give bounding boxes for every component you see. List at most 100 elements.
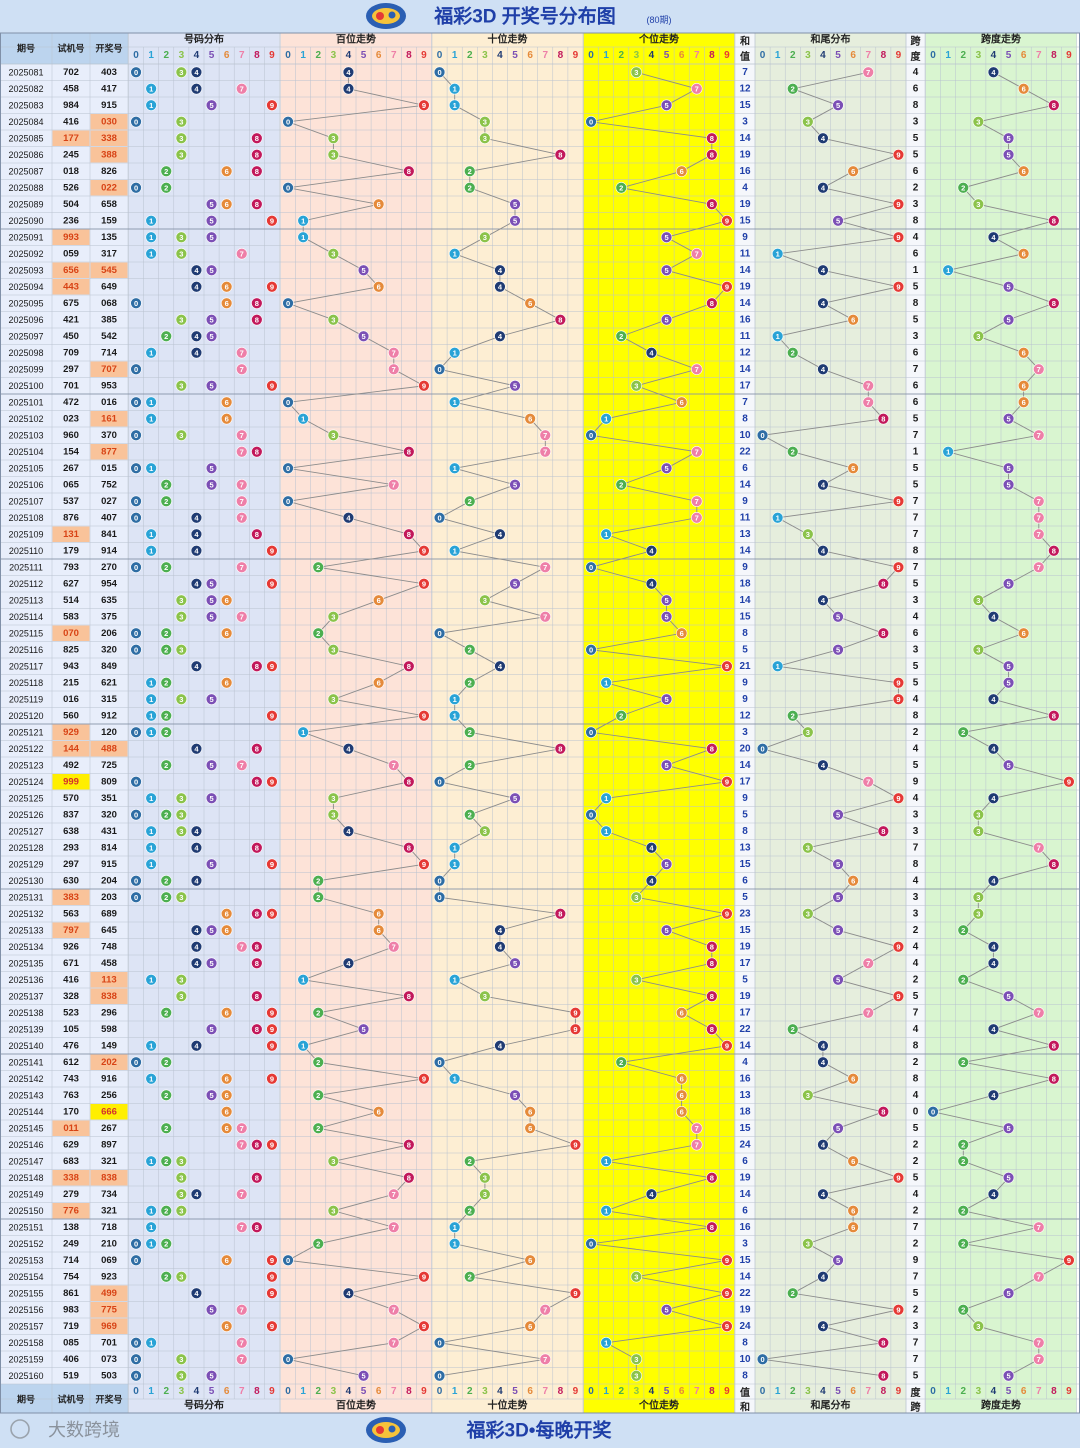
dist-ball-digit: 5 [209, 217, 213, 226]
test-number-cell: 236 [63, 215, 79, 226]
test-cell-highlight [52, 262, 90, 278]
test-number-cell: 450 [63, 331, 79, 342]
bai-ball-digit: 0 [286, 497, 290, 506]
span-value-cell: 9 [913, 776, 919, 787]
ge-ball-digit: 5 [664, 596, 668, 605]
span-value-cell: 3 [913, 199, 919, 210]
bai-ball-digit: 4 [346, 514, 351, 523]
ge-ball-digit: 3 [634, 382, 638, 391]
dist-ball-circle [205, 1304, 218, 1316]
tail-ball-digit: 6 [851, 1157, 855, 1166]
shi-ball-digit: 7 [543, 431, 547, 440]
dist-ball-circle [236, 446, 248, 458]
tail-ball-circle [877, 627, 890, 639]
bai-ball: 3 [327, 693, 340, 705]
dist-ball: 9 [266, 1007, 278, 1019]
span-ball: 5 [1002, 314, 1015, 326]
bai-ball-digit: 0 [286, 299, 290, 308]
dist-ball-digit: 5 [209, 1091, 213, 1100]
dist-ball-circle [220, 627, 233, 639]
dist-ball-circle [220, 413, 233, 425]
dist-ball: 1 [145, 99, 157, 111]
digit-header: 8 [1051, 1386, 1057, 1397]
ge-ball-digit: 9 [725, 217, 729, 226]
bai-ball-circle [357, 330, 370, 342]
bai-ball: 3 [327, 809, 340, 821]
test-number-cell: 612 [63, 1057, 79, 1068]
dist-ball-digit: 5 [209, 332, 213, 341]
shi-ball: 1 [448, 974, 461, 986]
draw-cell-highlight [90, 1054, 128, 1070]
tail-ball: 8 [877, 825, 890, 837]
draw-number-cell: 849 [101, 661, 117, 672]
ge-ball-digit: 1 [604, 679, 608, 688]
test-cell-highlight [52, 1120, 90, 1136]
test-number-cell: 702 [63, 67, 79, 78]
shi-ball: 3 [479, 231, 491, 243]
span-ball: 3 [972, 644, 985, 656]
dist-ball: 1 [145, 1205, 157, 1217]
digit-header: 6 [527, 50, 533, 61]
bai-ball: 7 [388, 1304, 400, 1316]
dist-ball: 5 [205, 611, 218, 623]
bai-ball-circle [388, 759, 400, 771]
span-ball: 4 [987, 792, 1000, 804]
shi-ball-circle [524, 1320, 536, 1332]
bai-ball-digit: 9 [422, 1273, 426, 1282]
dist-ball: 1 [145, 1155, 157, 1167]
table-row: 2025123 492 725 72 5 7 2 5 14 4 5 5 [8, 759, 1015, 771]
digit-header: 7 [391, 1386, 397, 1397]
bai-ball: 5 [357, 330, 370, 342]
sum-value-cell: 19 [739, 149, 751, 160]
span-ball: 5 [1002, 660, 1015, 672]
table-row: 2025130 630 204 20 4 2 0 4 6 6 4 4 [8, 875, 1000, 887]
dist-ball-circle [266, 545, 278, 557]
shi-ball-circle [479, 132, 491, 144]
dist-ball-circle [205, 264, 218, 276]
ge-ball-digit: 2 [619, 332, 623, 341]
bai-ball: 4 [342, 825, 355, 837]
dist-ball-circle [175, 380, 188, 392]
shi-ball-digit: 4 [498, 530, 503, 539]
span-ball: 7 [1033, 1337, 1045, 1349]
shi-ball-circle [539, 1304, 551, 1316]
ge-ball-circle [675, 1106, 688, 1118]
issue-cell: 2025113 [9, 595, 43, 605]
ge-ball-circle [660, 462, 673, 474]
shi-ball-digit: 1 [453, 712, 457, 721]
dist-ball-circle [190, 941, 203, 953]
span-ball-digit: 2 [961, 1207, 965, 1216]
sum-value-cell: 6 [742, 463, 748, 474]
dist-ball-circle [236, 1304, 248, 1316]
bai-ball: 8 [403, 446, 415, 458]
dist-ball: 4 [190, 578, 203, 590]
span-ball: 8 [1048, 99, 1060, 111]
bai-ball: 8 [403, 165, 415, 177]
ge-ball-digit: 8 [710, 1223, 714, 1232]
dist-ball: 0 [130, 627, 142, 639]
bai-ball: 8 [403, 990, 415, 1002]
bai-ball-circle [282, 297, 294, 309]
sum-value-cell: 16 [739, 314, 751, 325]
issue-cell: 2025110 [9, 546, 43, 556]
dist-ball-digit: 3 [179, 596, 183, 605]
shi-ball: 1 [448, 99, 461, 111]
dist-ball-circle [205, 1023, 218, 1035]
dist-ball-circle [175, 594, 188, 606]
span-ball-digit: 4 [991, 1091, 996, 1100]
span-ball-circle [957, 1238, 969, 1250]
issue-cell: 2025097 [8, 331, 43, 341]
dist-ball: 6 [220, 165, 233, 177]
tail-ball: 7 [862, 1007, 874, 1019]
test-number-cell: 797 [63, 925, 79, 936]
span-value-cell: 5 [913, 1288, 919, 1299]
span-ball: 7 [1033, 495, 1045, 507]
table-row: 2025119 016 315 31 5 3 1 5 9 9 4 4 [9, 693, 1000, 705]
span-ball-circle [972, 594, 985, 606]
digit-header: 5 [664, 50, 670, 61]
test-number-cell: 504 [63, 199, 80, 210]
ge-ball: 6 [675, 1007, 688, 1019]
dist-ball-digit: 5 [209, 761, 213, 770]
